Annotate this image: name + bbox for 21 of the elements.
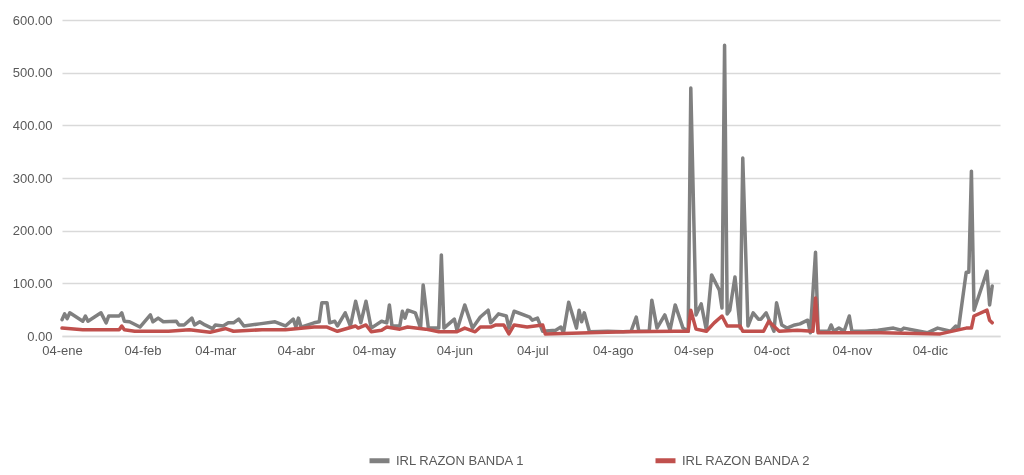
- y-tick-label: 400.00: [12, 117, 53, 133]
- x-tick-label: 04-ene: [42, 342, 83, 358]
- x-tick-label: 04-may: [352, 342, 397, 358]
- x-tick-label: 04-abr: [277, 342, 316, 358]
- y-tick-label: 100.00: [12, 275, 53, 291]
- x-tick-label: 04-ago: [593, 342, 634, 358]
- x-tick-label: 04-dic: [912, 342, 949, 358]
- y-tick-label: 300.00: [12, 170, 53, 186]
- y-tick-label: 600.00: [12, 12, 53, 28]
- x-tick-label: 04-jun: [436, 342, 473, 358]
- x-tick-label: 04-mar: [195, 342, 238, 358]
- y-tick-label: 200.00: [12, 223, 53, 239]
- x-tick-label: 04-oct: [753, 342, 791, 358]
- y-tick-label: 500.00: [12, 65, 53, 81]
- x-tick-label: 04-sep: [674, 342, 714, 358]
- x-tick-label: 04-jul: [516, 342, 549, 358]
- y-tick-label: 0.00: [27, 328, 53, 344]
- x-tick-label: 04-nov: [832, 342, 873, 358]
- legend-label: IRL RAZON BANDA 2: [682, 452, 810, 468]
- legend-label: IRL RAZON BANDA 1: [396, 452, 524, 468]
- x-tick-label: 04-feb: [124, 342, 162, 358]
